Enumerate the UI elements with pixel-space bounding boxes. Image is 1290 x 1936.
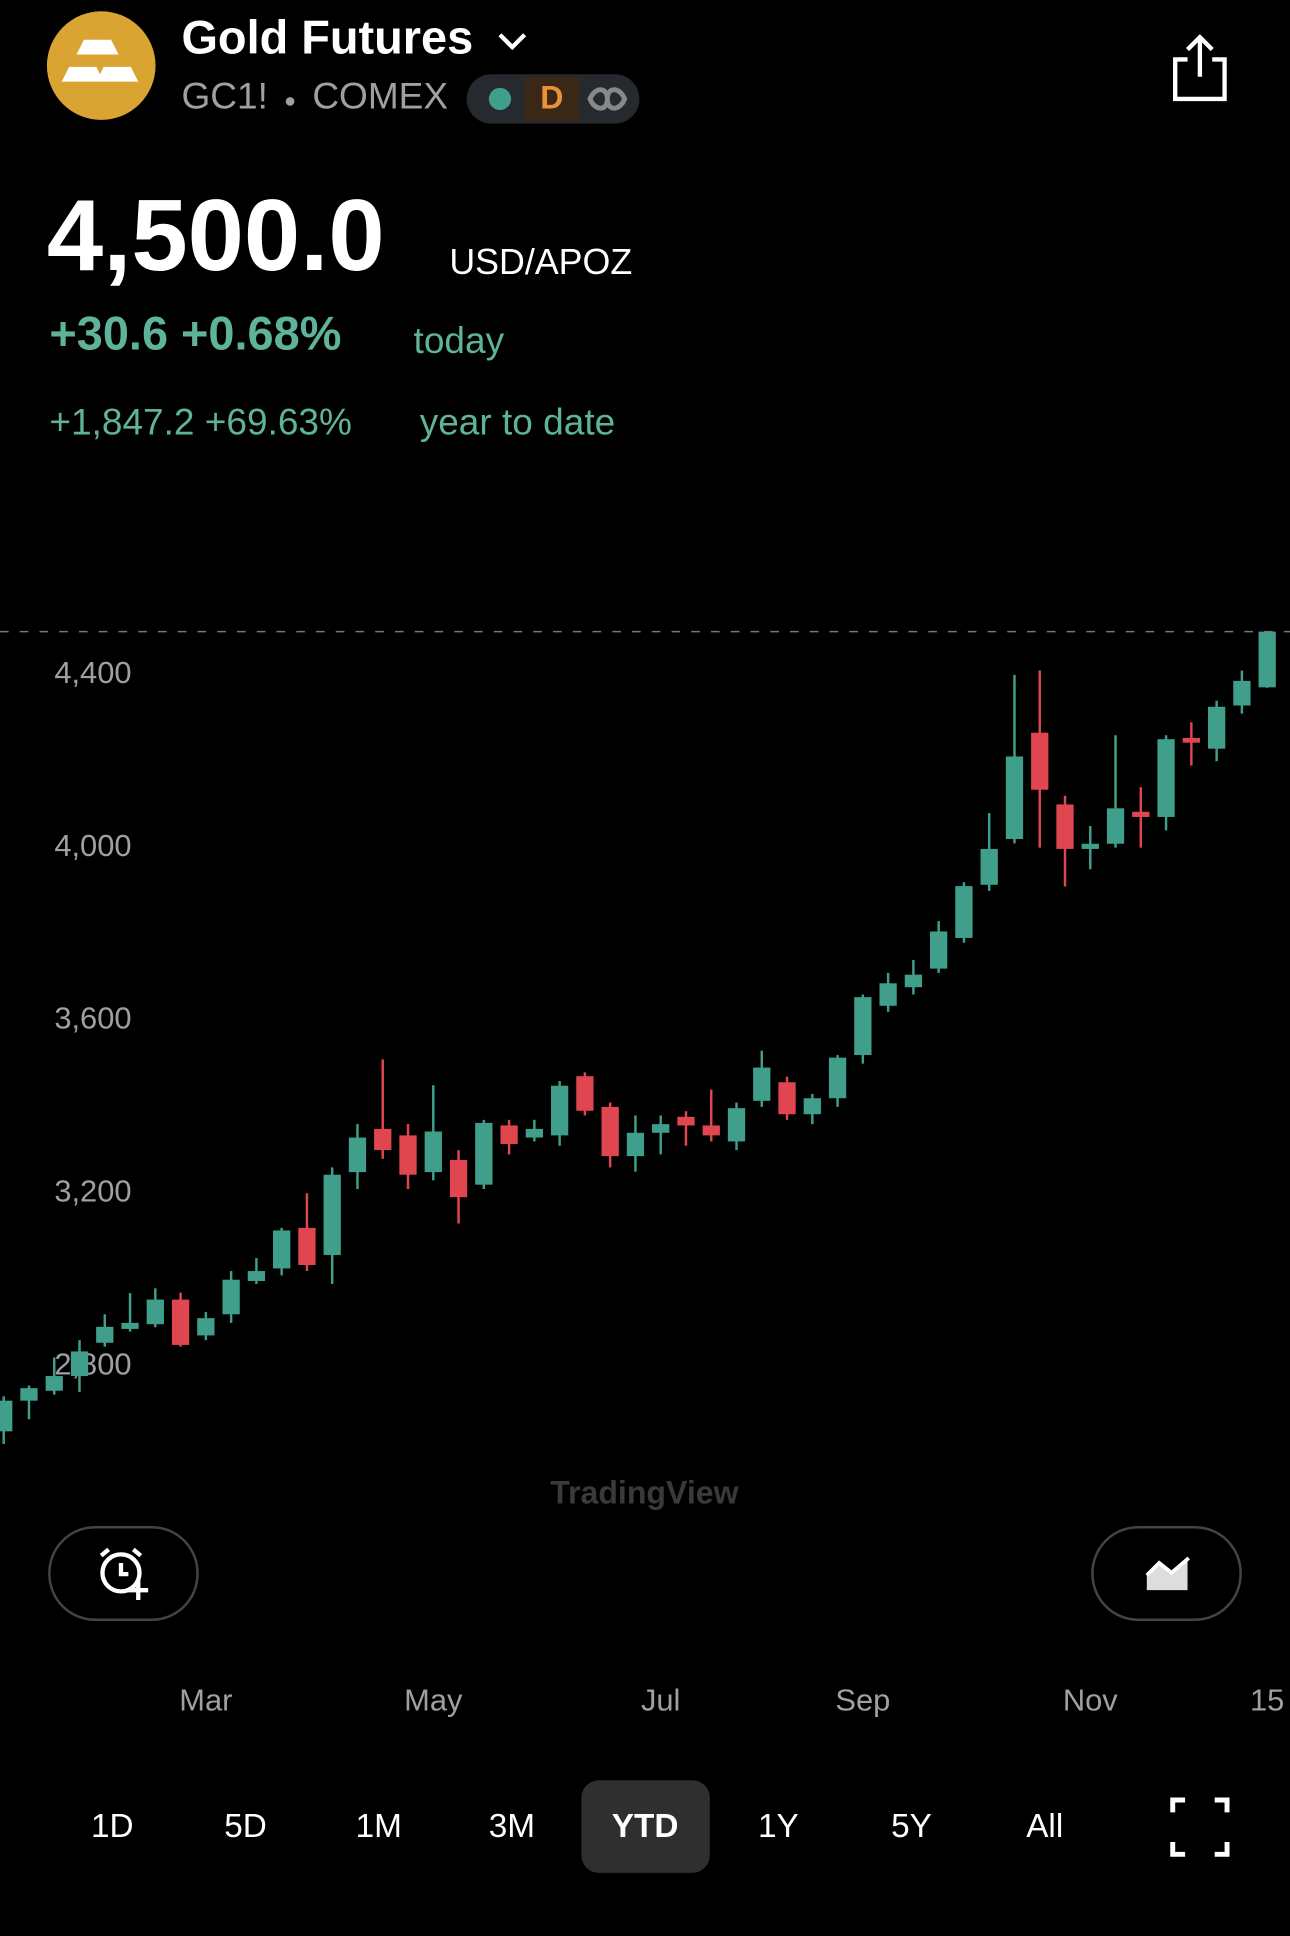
candle-body [652,1124,670,1133]
candle-body [854,997,872,1056]
range-button[interactable]: 1M [356,1808,402,1845]
candle-body [1056,804,1074,849]
candle-body [121,1322,139,1329]
y-tick-label: 4,000 [54,828,131,863]
candle-body [525,1128,543,1138]
share-icon[interactable] [1173,34,1227,102]
candle-body [1005,756,1024,839]
candle-body [1132,811,1150,817]
x-tick-label: 15 [1250,1683,1284,1718]
candle-body [96,1326,114,1343]
candle-body [298,1227,316,1266]
x-tick-label: Nov [1063,1683,1118,1718]
candle-body [222,1279,240,1315]
y-tick-label: 2,800 [54,1346,131,1381]
range-button[interactable]: YTD [612,1808,679,1845]
candle-body [475,1122,493,1185]
x-tick-label: Jul [641,1683,680,1718]
candle-body [677,1116,695,1126]
unit: USD/APOZ [449,242,632,282]
candle-body [955,886,973,938]
gold-icon [46,11,156,120]
x-tick-label: Mar [179,1683,232,1718]
range-button[interactable]: All [1026,1808,1063,1845]
y-tick-label: 3,600 [54,1001,131,1036]
x-tick-label: May [404,1683,463,1718]
candle-body [1182,737,1200,743]
range-button[interactable]: 3M [489,1808,535,1845]
candle-body [424,1131,442,1173]
candle-body [323,1174,341,1256]
range-bar: 1D 5D 1M 3M YTD 1Y 5Y All [91,1808,1063,1845]
candle-body [550,1085,569,1136]
y-tick-label: 3,200 [54,1173,131,1208]
candle-body [1207,706,1226,749]
candle-body [803,1098,821,1115]
candle-body [348,1137,367,1173]
fullscreen-icon[interactable] [1170,1797,1230,1857]
candle-body [20,1388,38,1401]
candle-body [171,1299,190,1345]
candle-body [399,1135,417,1175]
candle-body [247,1271,266,1281]
candle-body [778,1082,796,1115]
candle-body [980,848,998,885]
ytd-label: year to date [420,401,615,443]
candle-body [70,1351,89,1377]
range-button[interactable]: 1Y [758,1808,799,1845]
candle-body [1106,808,1125,844]
candle-body [702,1125,720,1136]
range-highlight [581,1780,710,1873]
candle-body [0,1400,13,1432]
candle-body [1031,732,1049,790]
x-tick-label: Sep [835,1683,890,1718]
candle-body [146,1299,164,1325]
interval: D [540,80,563,116]
change-today: +30.6 +0.68% [49,308,341,360]
alert-button[interactable] [48,1525,199,1622]
price: 4,500.0 [47,179,385,292]
status-pill [466,74,640,124]
range-button[interactable]: 1D [91,1808,134,1845]
candle-body [626,1132,645,1157]
candle-body [828,1057,847,1099]
watermark: TradingView [550,1475,739,1511]
candle-body [904,974,923,988]
candle-body [1258,631,1276,688]
candle-body [500,1125,518,1145]
chevron[interactable] [498,33,527,51]
range-button[interactable]: 5D [224,1808,267,1845]
exchange: COMEX [312,75,448,117]
candle-body [1233,680,1251,706]
candle-body [753,1067,771,1101]
candle-body [601,1106,619,1157]
indicator-button[interactable] [1091,1525,1242,1622]
separator [285,97,295,106]
candle-body [576,1076,594,1111]
title: Gold Futures [181,11,473,63]
candle-body [930,931,948,969]
candle-body [374,1128,392,1151]
candle-body [273,1230,291,1269]
candle-body [1081,843,1099,849]
change-ytd: +1,847.2 +69.63% [49,401,352,443]
today-label: today [414,319,505,361]
range-button[interactable]: 5Y [891,1808,932,1845]
candle-body [197,1318,215,1336]
candle-body [1157,739,1175,817]
candle-body [727,1108,746,1142]
plot: 2,800 3,200 3,600 4,000 4,400 Mar May Jul Sep Nov… [0,630,1290,1718]
candle-body [449,1160,468,1198]
candle-body [45,1376,63,1391]
y-tick-label: 4,400 [54,655,131,690]
candle-body [879,983,897,1006]
symbol: GC1! [181,75,267,117]
